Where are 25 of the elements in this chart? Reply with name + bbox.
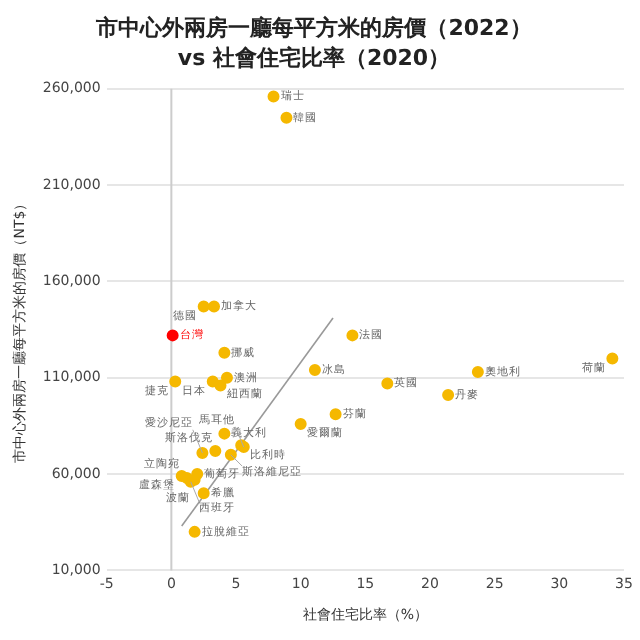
point [209,444,222,457]
point [218,346,231,359]
point [606,352,619,365]
point [197,300,210,313]
point [267,90,280,103]
point [214,379,227,392]
point [294,417,307,430]
point [188,525,201,538]
point [381,377,394,390]
chart-subtitle: vs 社會住宅比率（2020） [177,45,451,72]
chart-title: 市中心外兩房一廳每平方米的房價（2022） [94,14,532,41]
point [308,364,321,377]
point [169,375,182,388]
point [224,448,237,461]
point [471,365,484,378]
point [166,329,179,342]
point [280,111,293,124]
point [329,408,342,421]
point [218,427,231,440]
point [442,389,455,402]
point [197,487,210,500]
point [220,371,233,384]
point [208,300,221,313]
point [196,446,209,459]
point [346,329,359,342]
